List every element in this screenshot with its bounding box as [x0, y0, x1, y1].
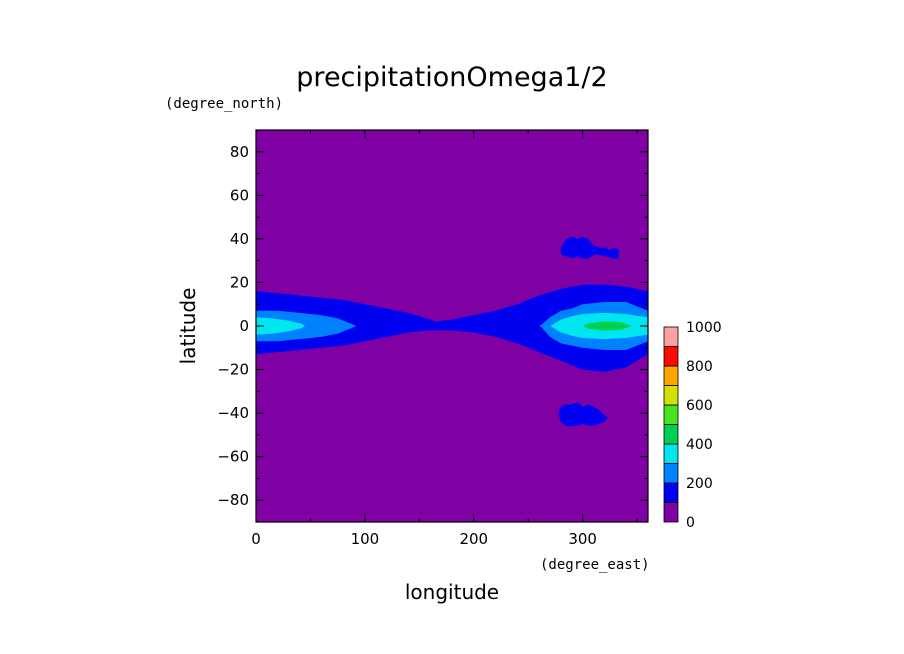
- y-tick-label: −40: [217, 404, 249, 422]
- x-axis-ticks: 0 100 200 300: [251, 130, 638, 548]
- x-tick-label: 200: [459, 530, 488, 548]
- colorbar: 0 200 400 600 800 1000: [663, 320, 722, 531]
- colorbar-swatch-300: [663, 443, 679, 464]
- contour-band-400: [582, 321, 632, 331]
- contour-patch-2: [558, 402, 608, 427]
- y-tick-label: −20: [217, 361, 249, 379]
- y-tick-label: 20: [230, 273, 249, 291]
- colorbar-tick-label: 400: [686, 437, 713, 453]
- x-axis-label: longitude: [405, 580, 499, 604]
- y-axis-unit: (degree_north): [165, 96, 283, 112]
- x-tick-label: 0: [251, 530, 261, 548]
- x-tick-label: 300: [568, 530, 597, 548]
- colorbar-tick-label: 600: [686, 398, 713, 414]
- colorbar-swatch-700: [663, 365, 679, 386]
- y-axis-ticks: −80 −60 −40 −20 0 20 40 60 80: [217, 129, 648, 523]
- colorbar-swatch-600: [663, 385, 679, 406]
- colorbar-swatch-900: [663, 326, 679, 347]
- colorbar-swatch-800: [663, 346, 679, 367]
- contour-band-200-wrapped: [0, 302, 256, 350]
- contour-fills: [0, 236, 648, 427]
- colorbar-tick-label: 1000: [686, 320, 722, 336]
- y-tick-label: 80: [230, 143, 249, 161]
- y-tick-label: 0: [239, 317, 249, 335]
- contour-patch-1: [560, 236, 619, 259]
- x-axis-unit: (degree_east): [540, 557, 650, 573]
- colorbar-tick-label: 0: [686, 515, 695, 531]
- x-tick-label: 100: [351, 530, 380, 548]
- colorbar-swatch-400: [663, 424, 679, 445]
- contour-band-300: [256, 312, 648, 340]
- y-tick-label: 60: [230, 186, 249, 204]
- colorbar-tick-label: 800: [686, 359, 713, 375]
- y-axis-label: latitude: [176, 288, 200, 365]
- chart-title: precipitationOmega1/2: [296, 62, 607, 93]
- y-tick-label: −60: [217, 448, 249, 466]
- contour-band-300-wrapped: [0, 313, 256, 339]
- colorbar-swatch-500: [663, 404, 679, 425]
- y-tick-label: 40: [230, 230, 249, 248]
- contour-band-100: [256, 284, 648, 372]
- y-tick-label: −80: [217, 491, 249, 509]
- colorbar-tick-label: 200: [686, 476, 713, 492]
- colorbar-swatch-100: [663, 482, 679, 503]
- colorbar-swatch-200: [663, 463, 679, 484]
- colorbar-swatch-0: [663, 502, 679, 523]
